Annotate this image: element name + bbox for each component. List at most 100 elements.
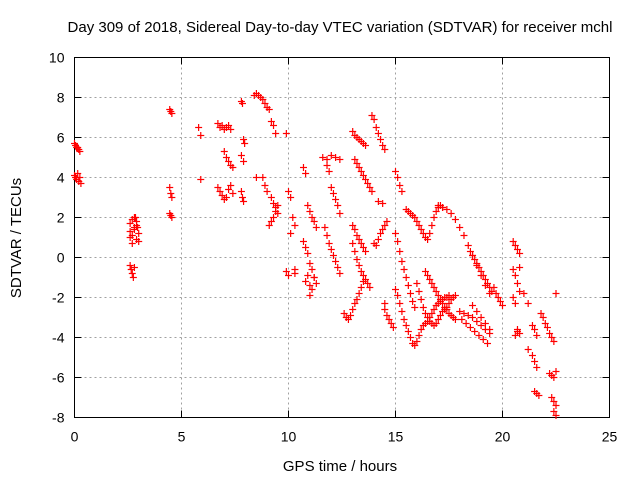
data-point	[368, 188, 376, 195]
data-point	[229, 190, 237, 197]
data-point	[494, 294, 502, 301]
data-point	[310, 218, 318, 225]
data-point	[511, 272, 519, 279]
data-point	[473, 318, 481, 325]
data-point	[409, 298, 417, 305]
x-tick-labels: 0 5 10 15 20 25	[71, 429, 618, 445]
data-point	[372, 124, 380, 131]
data-point	[413, 338, 421, 345]
data-point	[381, 222, 389, 229]
data-point	[325, 168, 333, 175]
data-point	[238, 194, 246, 201]
y-tick-label: 10	[49, 50, 65, 66]
data-point	[351, 156, 359, 163]
data-point	[329, 190, 337, 197]
data-point	[222, 194, 230, 201]
data-point	[432, 288, 440, 295]
data-point	[197, 132, 205, 139]
data-point	[481, 276, 489, 283]
data-point	[513, 246, 521, 253]
data-point	[357, 268, 365, 275]
data-point	[411, 304, 419, 311]
data-point	[398, 258, 406, 265]
data-point	[426, 230, 434, 237]
data-point	[261, 182, 269, 189]
data-point	[541, 320, 549, 327]
data-point	[299, 164, 307, 171]
data-point	[550, 398, 558, 405]
data-point	[383, 312, 391, 319]
data-point	[312, 280, 320, 287]
data-point	[214, 184, 222, 191]
data-point	[516, 250, 524, 257]
data-point	[329, 252, 337, 259]
data-point	[424, 236, 432, 243]
data-point	[381, 300, 389, 307]
data-point	[451, 316, 459, 323]
data-point	[434, 202, 442, 209]
data-point	[353, 256, 361, 263]
data-point	[392, 286, 399, 293]
data-point	[475, 264, 483, 271]
data-point	[546, 330, 554, 337]
data-point	[469, 252, 477, 259]
data-point	[304, 250, 312, 257]
data-point	[411, 342, 419, 349]
data-point	[351, 226, 359, 233]
data-point	[347, 312, 355, 319]
data-point	[130, 264, 138, 271]
data-point	[285, 272, 292, 279]
data-point	[362, 276, 370, 283]
data-point	[430, 284, 438, 291]
data-point	[222, 154, 230, 161]
data-point	[473, 308, 481, 315]
data-point	[76, 174, 84, 181]
y-tick-label: -6	[52, 370, 65, 386]
data-point	[263, 188, 271, 195]
data-point	[241, 140, 249, 147]
data-point	[477, 314, 485, 321]
y-axis-label: SDTVAR / TECUs	[8, 178, 25, 298]
data-point	[336, 210, 344, 217]
chart-title: Day 309 of 2018, Sidereal Day-to-day VTE…	[68, 19, 613, 36]
data-point	[400, 316, 408, 323]
data-point	[509, 266, 517, 273]
data-point	[402, 322, 410, 329]
data-point	[524, 300, 532, 307]
data-point	[486, 326, 494, 333]
data-point	[225, 158, 233, 165]
data-point	[462, 320, 470, 327]
data-point	[466, 248, 474, 255]
y-tick-label: -4	[52, 330, 65, 346]
data-point	[511, 242, 519, 249]
data-point	[291, 270, 299, 277]
data-point	[537, 310, 545, 317]
data-point	[548, 394, 556, 401]
y-tick-label: 6	[57, 130, 65, 146]
data-point	[415, 332, 423, 339]
data-point	[451, 292, 459, 299]
data-point	[417, 226, 425, 233]
data-point	[359, 272, 367, 279]
data-point	[543, 324, 551, 331]
data-point	[355, 262, 363, 269]
data-point	[439, 204, 447, 211]
data-point	[135, 230, 143, 237]
data-point	[323, 232, 331, 239]
data-point	[334, 264, 342, 271]
data-point	[484, 280, 492, 287]
data-point	[267, 194, 275, 201]
data-point	[415, 222, 423, 229]
data-point	[445, 300, 453, 307]
data-point	[323, 162, 331, 169]
data-point	[168, 194, 176, 201]
data-point	[473, 260, 481, 267]
data-point	[550, 408, 558, 415]
x-tick-label: 10	[281, 429, 297, 445]
data-point	[312, 224, 320, 231]
y-tick-label: 8	[57, 90, 65, 106]
data-point	[520, 290, 528, 297]
data-point	[129, 274, 137, 281]
data-point	[336, 156, 344, 163]
